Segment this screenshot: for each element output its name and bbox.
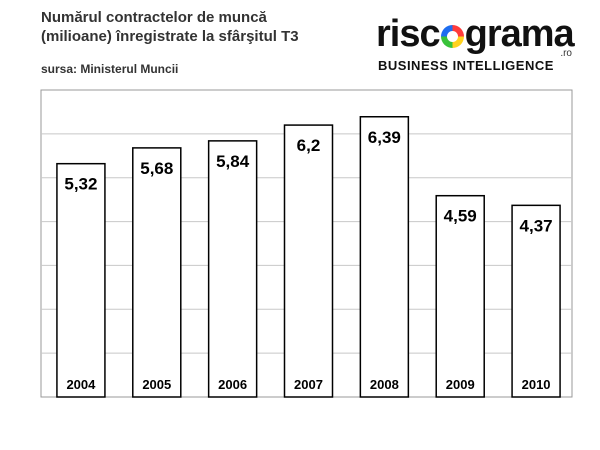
category-label-2006: 2006: [218, 377, 247, 392]
chart-title-line-1: Numărul contractelor de muncă: [41, 9, 267, 26]
bar-2010: [511, 204, 561, 398]
category-label-2004: 2004: [66, 377, 96, 392]
value-label-2008: 6,39: [368, 128, 401, 147]
category-label-2007: 2007: [294, 377, 323, 392]
chart-title-line-2: (milioane) înregistrate la sfârşitul T3: [41, 28, 299, 45]
bar-2006: [207, 140, 258, 398]
logo-tagline: BUSINESS INTELLIGENCE: [378, 58, 554, 73]
value-label-2007: 6,2: [297, 136, 321, 155]
logo-word-start: risc: [376, 13, 441, 55]
value-label-2005: 5,68: [140, 159, 173, 178]
category-label-2009: 2009: [446, 377, 475, 392]
bar-2007: [283, 124, 334, 398]
category-label-2010: 2010: [522, 377, 551, 392]
bar-2004: [56, 162, 106, 398]
chart-title: Numărul contractelor de muncă (milioane)…: [41, 8, 299, 46]
value-label-2004: 5,32: [64, 175, 97, 194]
bar-2005: [132, 147, 182, 398]
logo-wordmark: risc grama: [376, 13, 575, 55]
chart-source: sursa: Ministerul Muncii: [41, 62, 179, 76]
category-label-2008: 2008: [370, 377, 399, 392]
logo-suffix: .ro: [560, 48, 572, 59]
bar-2008: [359, 116, 410, 398]
bar-2009: [435, 194, 485, 398]
category-label-2005: 2005: [142, 377, 171, 392]
value-label-2006: 5,84: [216, 152, 250, 171]
logo-word-end: grama: [464, 13, 575, 55]
value-label-2009: 4,59: [444, 207, 477, 226]
riscograma-logo: risc grama .ro BUSINESS INTELLIGENCE: [376, 13, 575, 76]
value-label-2010: 4,37: [520, 216, 553, 235]
logo-ring-icon: [440, 25, 464, 48]
